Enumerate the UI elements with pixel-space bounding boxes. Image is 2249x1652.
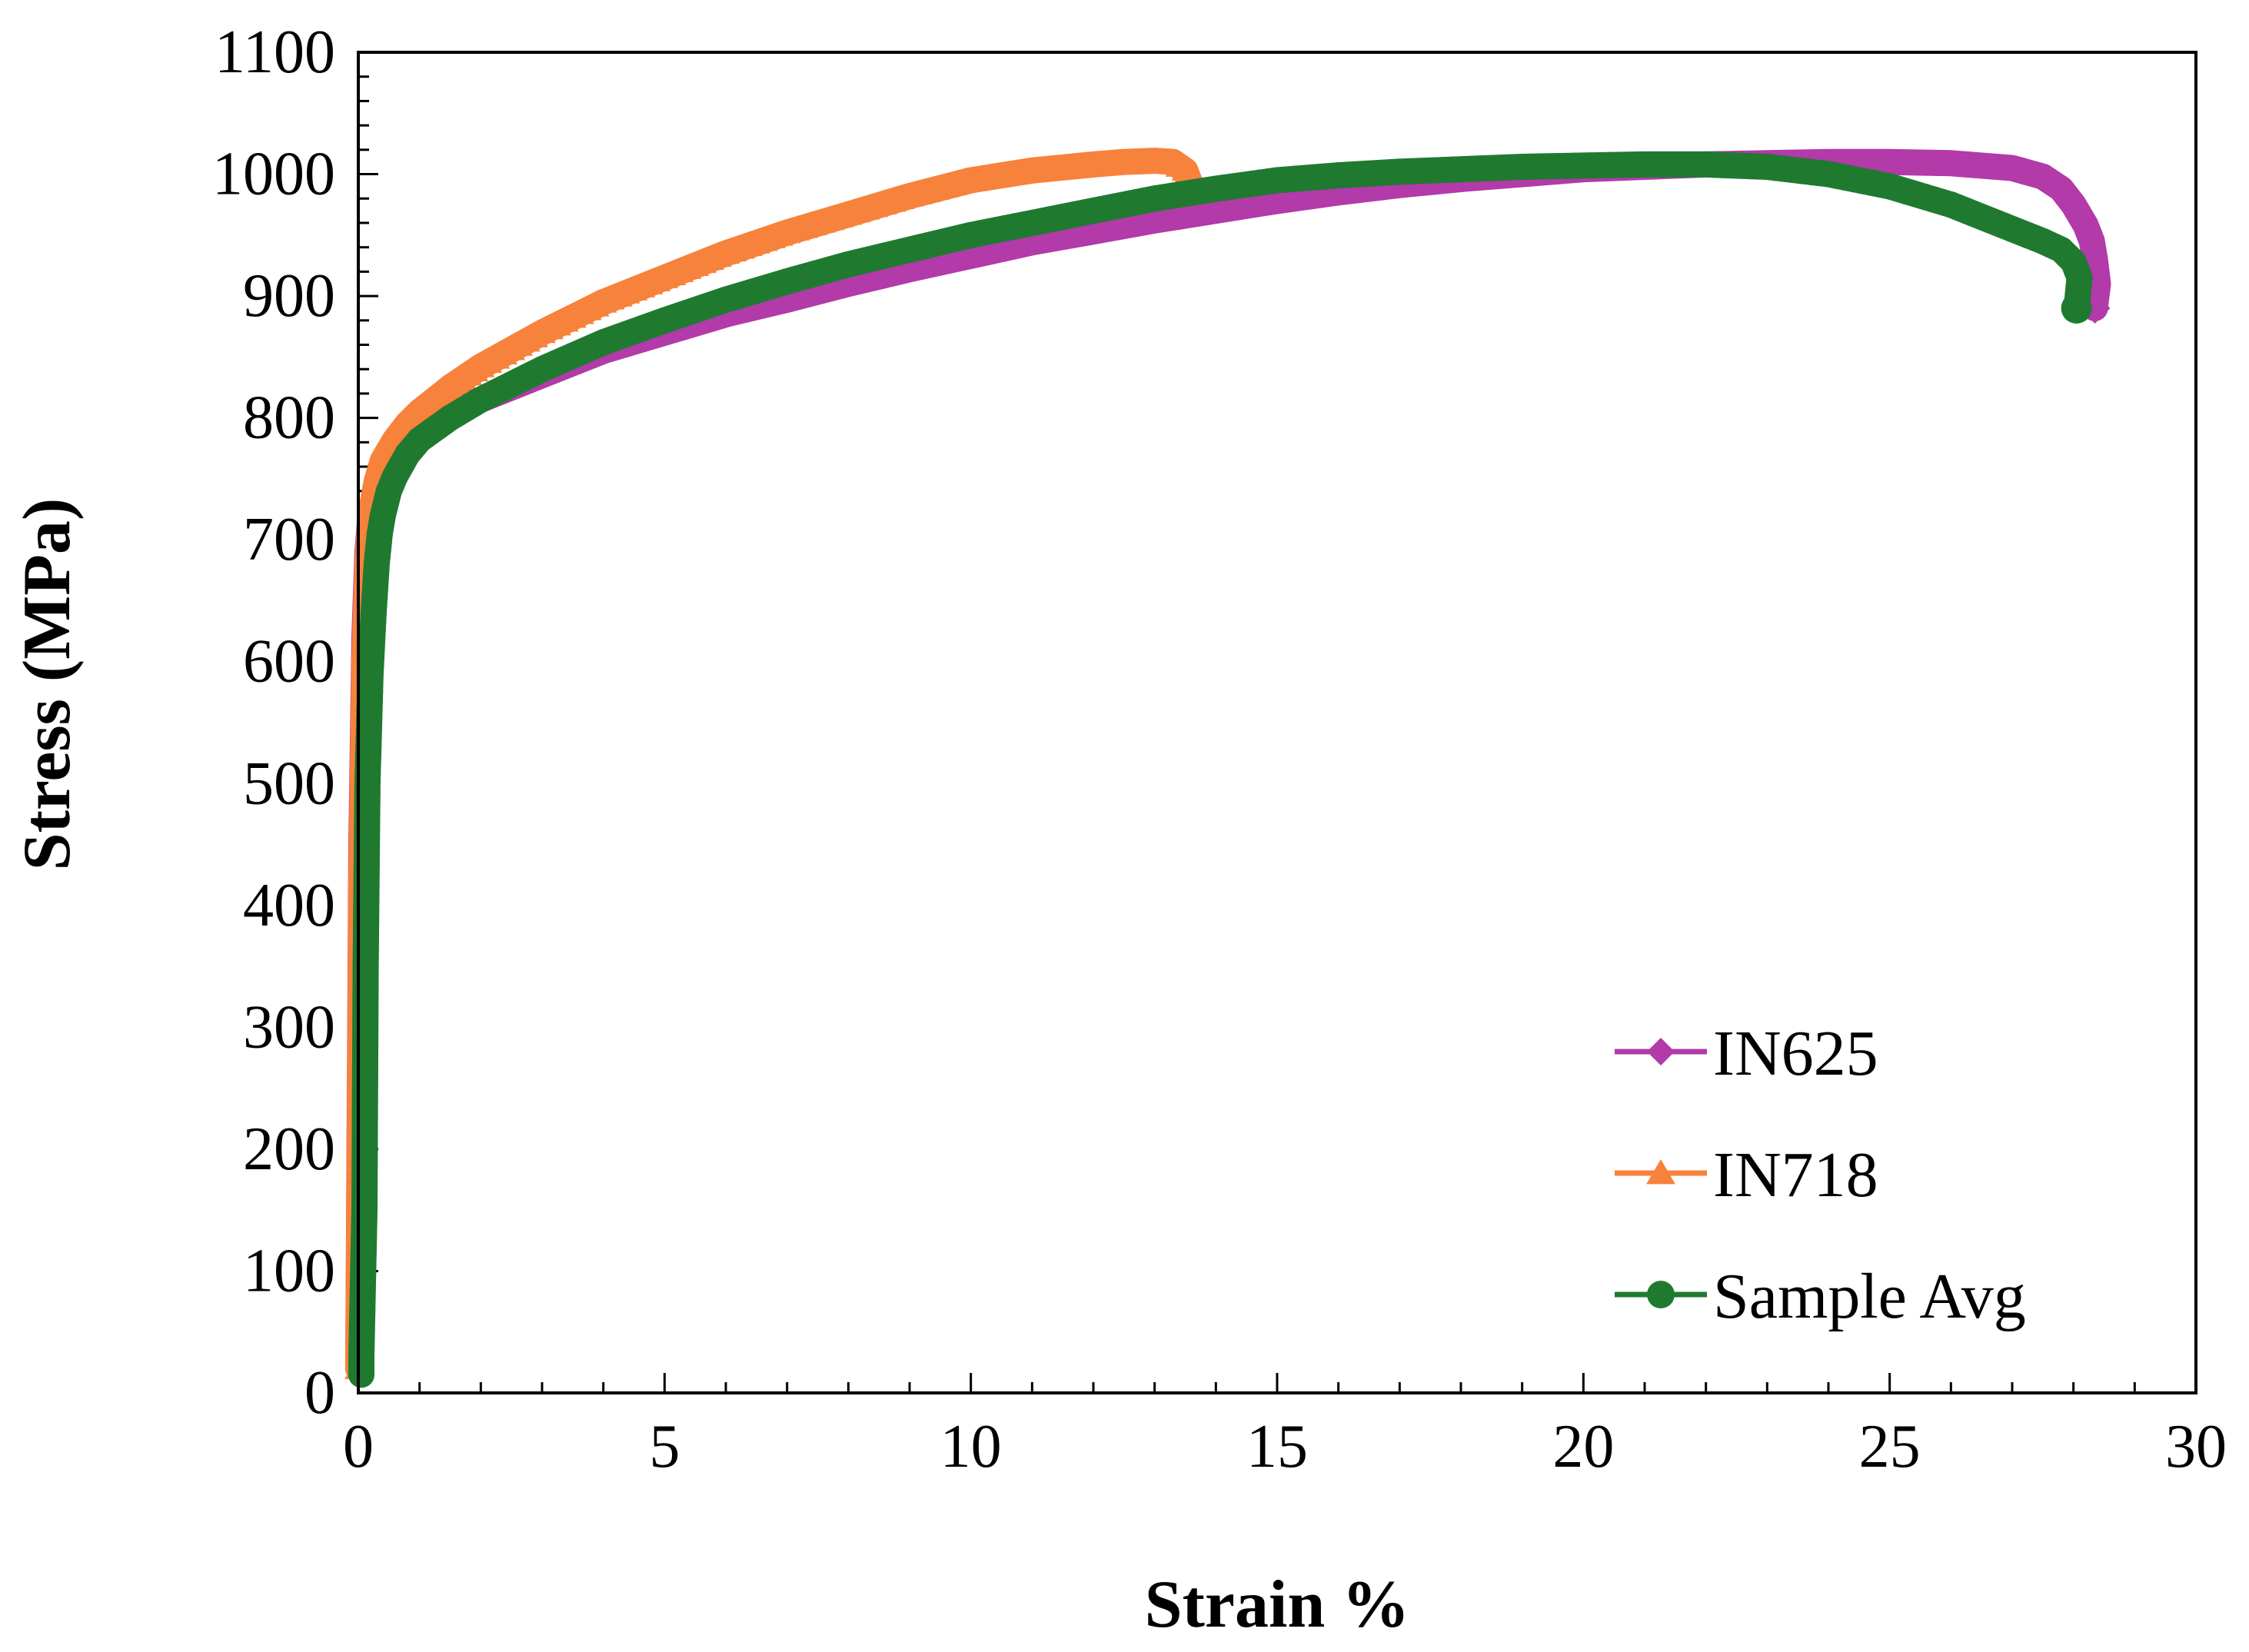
y-tick-label: 900 — [243, 262, 335, 330]
legend-item: Sample Avg — [1615, 1261, 2026, 1332]
legend: IN625 IN718 Sample Avg — [1615, 1018, 2026, 1332]
y-tick-label: 600 — [243, 628, 335, 696]
x-tick-label: 25 — [1859, 1413, 1921, 1481]
plot-area-frame — [357, 51, 2197, 1394]
y-tick-label: 100 — [243, 1237, 335, 1305]
legend-marker — [1647, 1038, 1675, 1065]
y-tick-label: 700 — [243, 506, 335, 573]
x-axis-ticks: 0 5 10 15 20 25 30 — [343, 1373, 2227, 1481]
y-tick-label: 200 — [243, 1115, 335, 1183]
legend-label: IN718 — [1713, 1139, 1878, 1211]
y-tick-label: 300 — [243, 993, 335, 1061]
series-sample-avg — [348, 151, 2093, 1388]
legend-marker — [1646, 1159, 1675, 1185]
series-layer — [344, 148, 2111, 1388]
legend-label: Sample Avg — [1713, 1261, 2026, 1332]
y-tick-label: 1000 — [212, 141, 335, 208]
y-tick-label: 1100 — [215, 18, 335, 86]
legend-item: IN718 — [1615, 1139, 1878, 1211]
legend-item: IN625 — [1615, 1018, 1878, 1089]
x-tick-label: 20 — [1552, 1413, 1614, 1481]
data-point — [2061, 292, 2092, 324]
series-line — [345, 148, 1205, 1382]
y-tick-label: 500 — [243, 750, 335, 817]
y-axis-ticks: 0 100 200 300 400 500 600 700 800 900 1000 1100 — [212, 18, 378, 1427]
y-axis-title: Stress (MPa) — [10, 498, 85, 871]
legend-marker — [1647, 1281, 1675, 1308]
y-tick-label: 0 — [304, 1359, 335, 1427]
x-tick-label: 30 — [2165, 1413, 2227, 1481]
y-tick-label: 400 — [243, 872, 335, 939]
legend-label: IN625 — [1713, 1018, 1878, 1089]
x-axis-title: Strain % — [1145, 1567, 1410, 1642]
series-in718 — [344, 148, 1208, 1382]
y-tick-label: 800 — [243, 384, 335, 452]
x-tick-label: 5 — [649, 1413, 680, 1481]
x-tick-label: 15 — [1246, 1413, 1308, 1481]
x-tick-label: 0 — [343, 1413, 374, 1481]
x-tick-label: 10 — [940, 1413, 1002, 1481]
